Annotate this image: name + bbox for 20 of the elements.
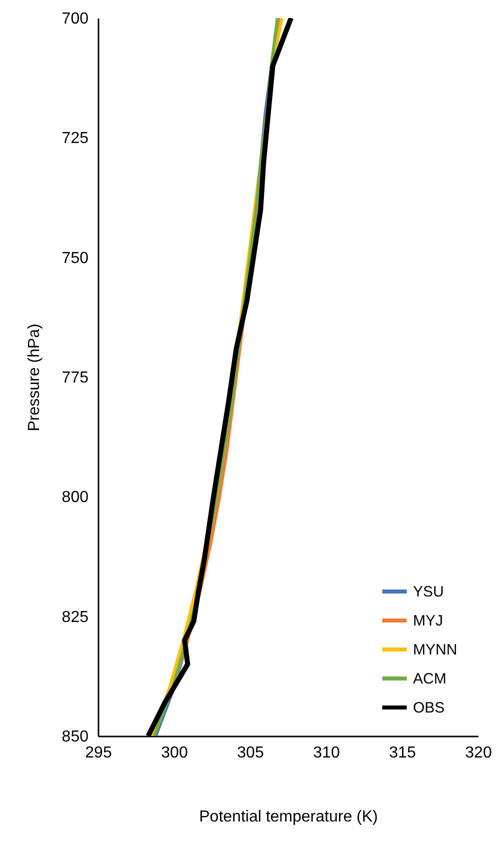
y-tick-label: 775 bbox=[62, 370, 89, 386]
x-tick-label: 305 bbox=[237, 744, 264, 762]
legend-label: MYNN bbox=[413, 642, 458, 658]
legend-label: YSU bbox=[413, 584, 444, 600]
x-tick-label: 320 bbox=[465, 744, 492, 762]
x-tick-label: 295 bbox=[85, 744, 112, 762]
legend-label: ACM bbox=[413, 670, 446, 688]
y-tick-label: 750 bbox=[62, 250, 89, 267]
y-tick-label: 700 bbox=[62, 10, 89, 28]
y-tick-label: 825 bbox=[62, 608, 89, 626]
y-axis-title: Pressure (hPa) bbox=[26, 324, 43, 432]
legend-label: OBS bbox=[413, 700, 445, 716]
y-tick-label: 850 bbox=[62, 728, 89, 746]
x-tick-label: 310 bbox=[313, 744, 340, 762]
x-tick-label: 300 bbox=[161, 744, 188, 762]
x-tick-label: 315 bbox=[389, 744, 416, 762]
y-tick-label: 725 bbox=[62, 130, 89, 148]
y-tick-label: 800 bbox=[62, 489, 89, 506]
legend-label: MYJ bbox=[413, 612, 443, 630]
x-axis-title: Potential temperature (K) bbox=[199, 808, 378, 826]
